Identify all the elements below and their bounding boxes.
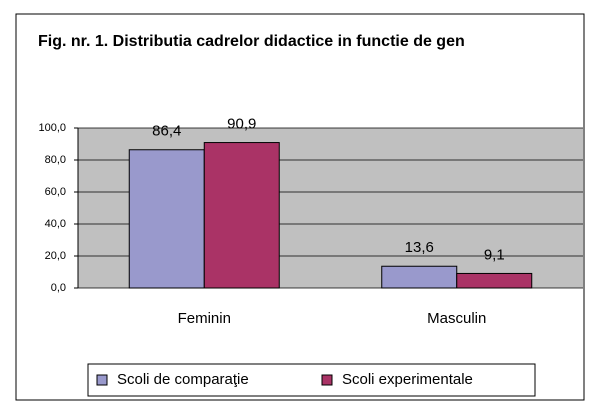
chart-title: Fig. nr. 1. Distributia cadrelor didacti… <box>38 33 465 50</box>
y-tick-label: 100,0 <box>38 122 66 134</box>
data-label: 13,6 <box>405 239 434 256</box>
legend-label: Scoli de comparaţie <box>117 371 249 388</box>
y-tick-label: 60,0 <box>45 186 66 198</box>
legend-box <box>87 363 536 397</box>
legend-swatch <box>321 374 333 386</box>
bar <box>128 149 205 289</box>
y-tick-label: 0,0 <box>51 282 66 294</box>
x-tick-label: Masculin <box>427 310 486 327</box>
y-tick-label: 40,0 <box>45 218 66 230</box>
bar <box>381 265 458 289</box>
x-tick-label: Feminin <box>178 310 231 327</box>
legend-swatch <box>96 374 108 386</box>
bar <box>203 142 280 289</box>
bar <box>456 272 533 289</box>
data-label: 9,1 <box>484 246 505 263</box>
data-label: 90,9 <box>227 116 256 133</box>
data-label: 86,4 <box>152 123 181 140</box>
y-tick-label: 20,0 <box>45 250 66 262</box>
y-tick-label: 80,0 <box>45 154 66 166</box>
legend-label: Scoli experimentale <box>342 371 473 388</box>
